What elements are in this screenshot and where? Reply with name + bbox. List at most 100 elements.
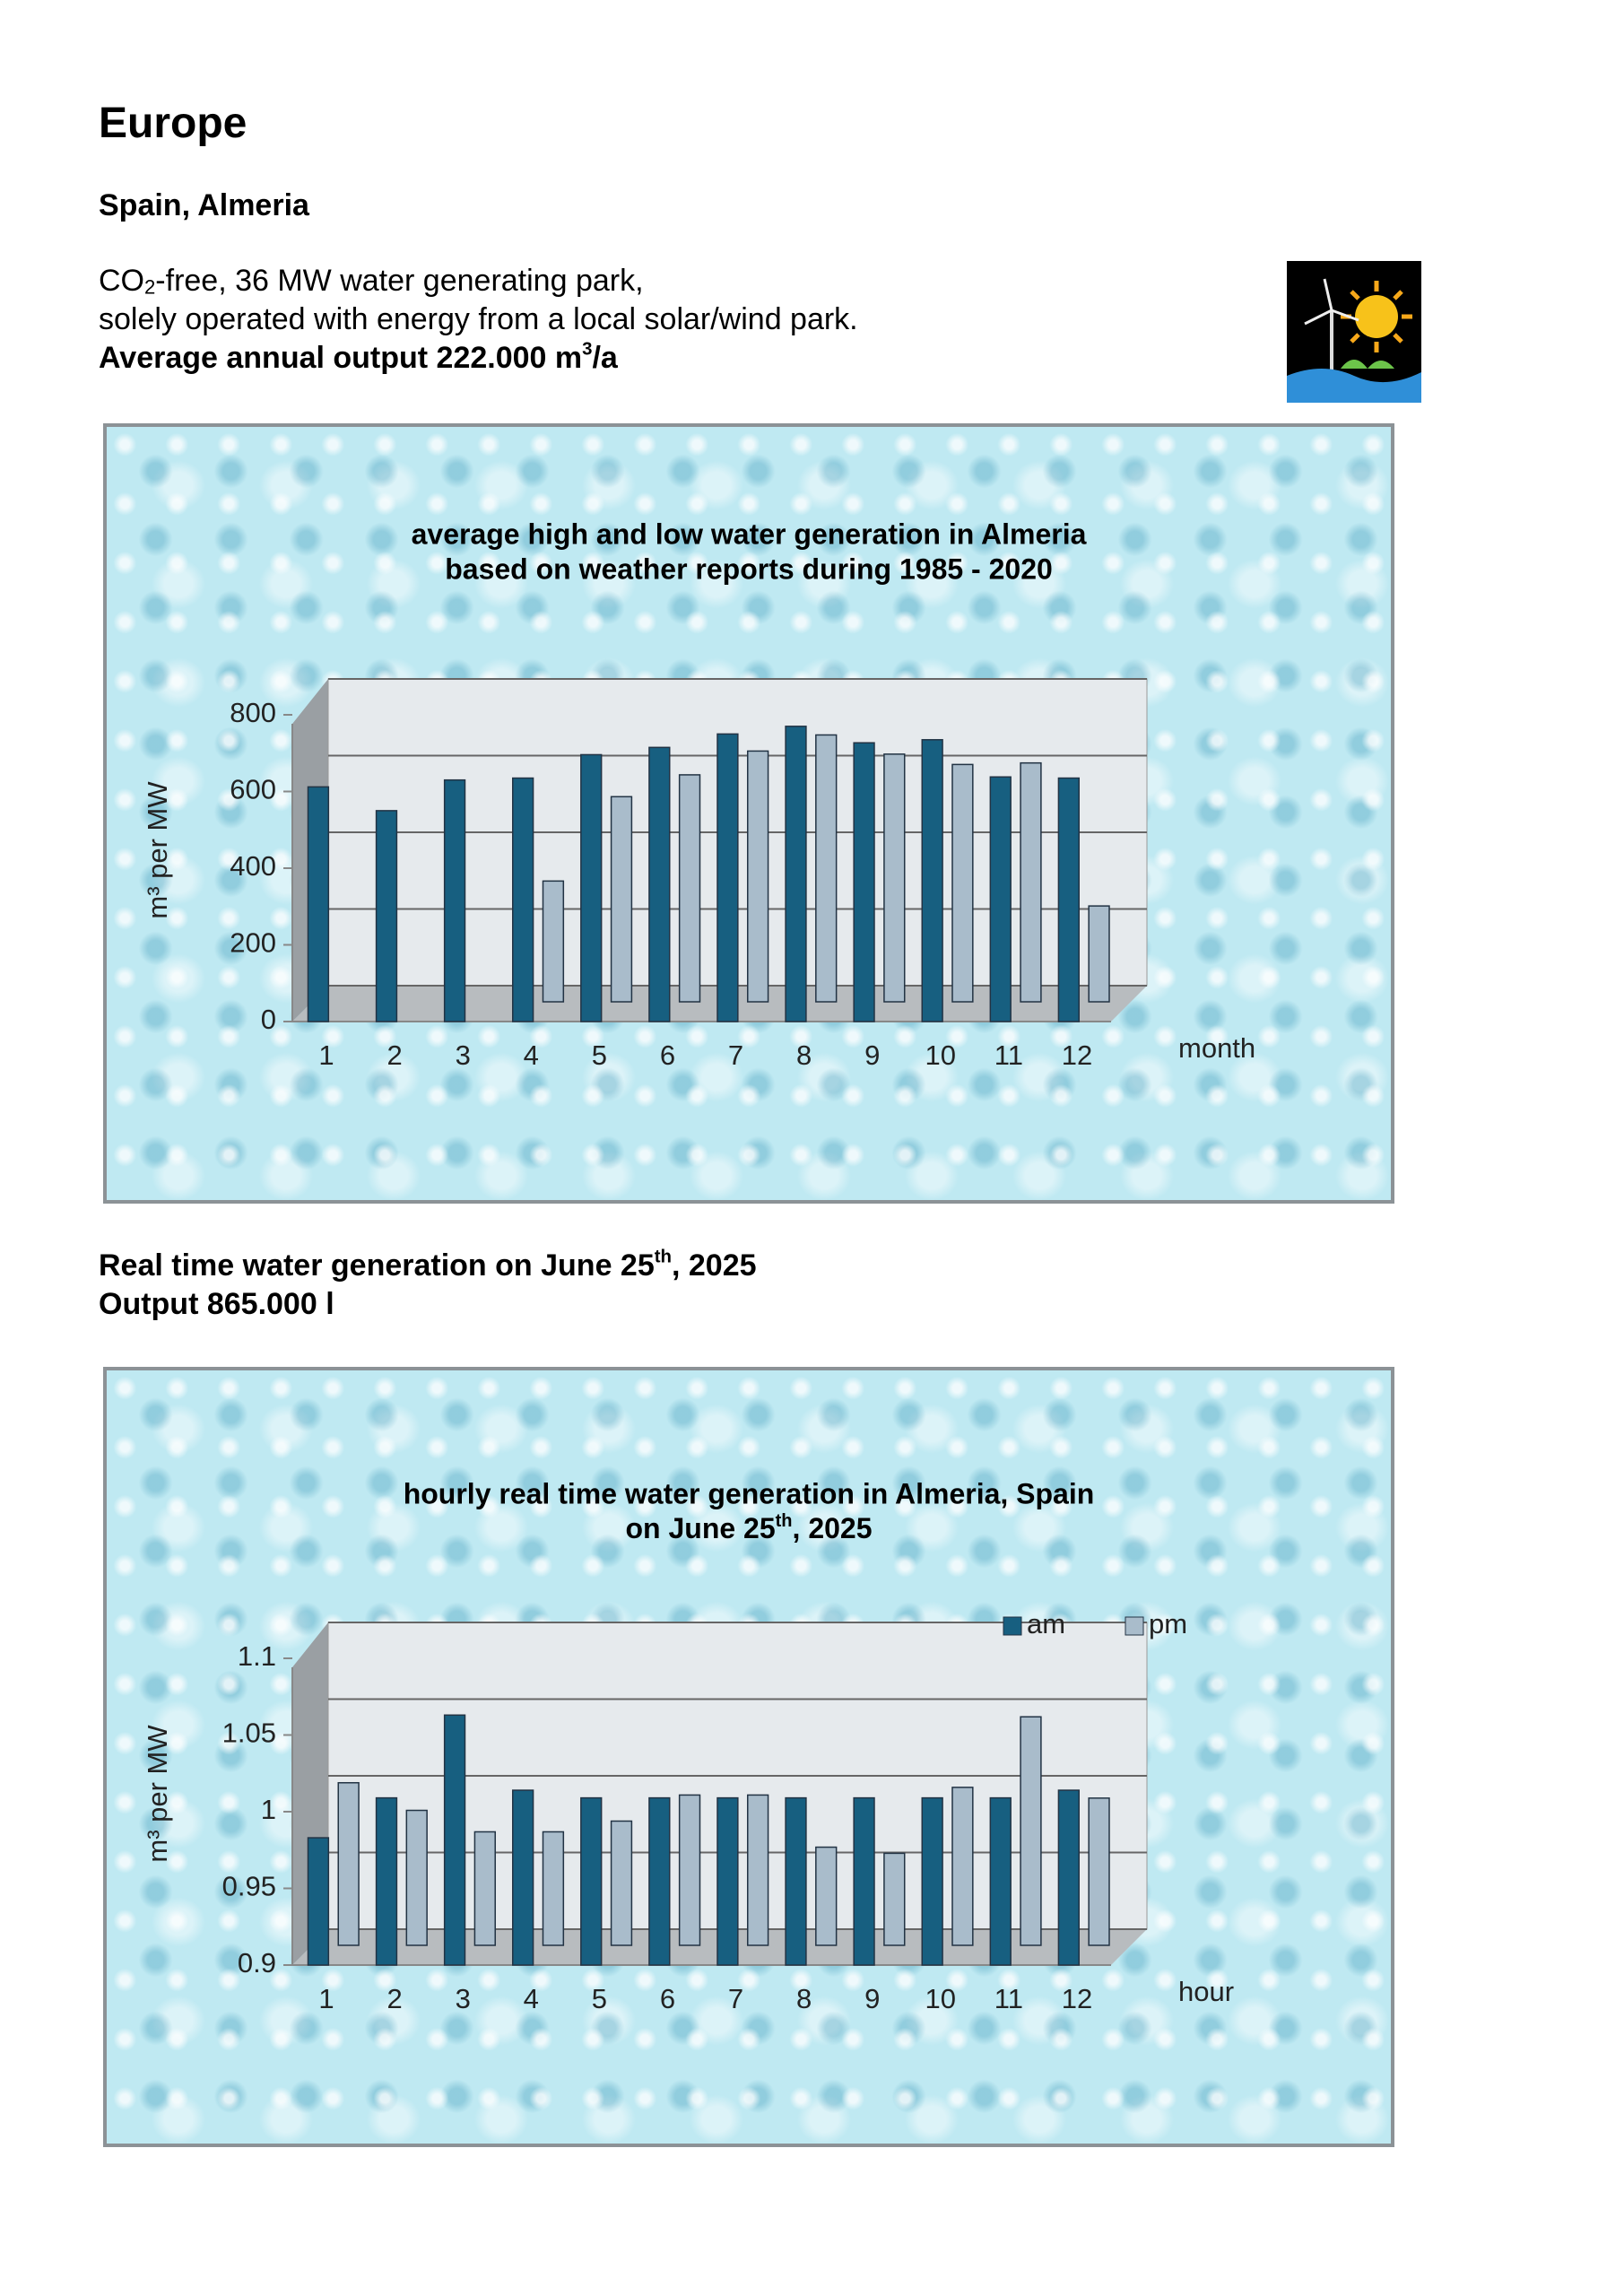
section-subheading: Output 865.000 l <box>99 1287 334 1321</box>
bar <box>1020 761 1042 1003</box>
legend-swatch <box>1125 1616 1144 1636</box>
superscript: th <box>654 1247 672 1267</box>
y-tick-label: 0 <box>261 1004 276 1035</box>
bar <box>610 796 633 1003</box>
bar <box>989 776 1012 1022</box>
y-tick-label: 400 <box>230 850 276 882</box>
y-tick-label: 200 <box>230 927 276 959</box>
text: /a <box>592 341 618 375</box>
text: Real time water generation on June 25 <box>99 1248 655 1283</box>
bar <box>511 777 534 1022</box>
y-tick-label: 1.05 <box>222 1718 276 1749</box>
x-tick-label: 2 <box>387 1039 403 1071</box>
bar <box>1020 1716 1042 1946</box>
x-tick-label: 5 <box>592 1039 607 1071</box>
x-tick-label: 8 <box>796 1039 812 1071</box>
text: CO <box>99 264 144 298</box>
bar <box>921 1796 943 1966</box>
x-tick-label: 4 <box>524 1983 539 2014</box>
x-tick-label: 11 <box>994 1983 1023 2014</box>
section-heading: Real time water generation on June 25th,… <box>99 1248 757 1283</box>
bar <box>307 786 330 1022</box>
y-tick-label: 600 <box>230 774 276 805</box>
y-tick-label: 800 <box>230 697 276 728</box>
bar <box>337 1781 360 1946</box>
x-tick-label: 1 <box>318 1983 334 2014</box>
intro-line: Average annual output 222.000 m3/a <box>99 341 618 376</box>
bar <box>648 746 671 1022</box>
y-tick-label: 1.1 <box>238 1640 276 1672</box>
x-tick-label: 12 <box>1062 1039 1092 1071</box>
bar <box>853 1796 875 1966</box>
bar <box>853 742 875 1022</box>
y-axis-label: m³ per MW <box>142 781 173 919</box>
legend-label: pm <box>1149 1608 1187 1639</box>
title-text: , 2025 <box>793 1512 873 1544</box>
x-tick-label: 10 <box>925 1983 956 2014</box>
bar <box>511 1789 534 1966</box>
chart-panel: hourly real time water generation in Alm… <box>103 1367 1394 2147</box>
x-tick-label: 9 <box>864 1983 880 2014</box>
x-tick-label: 8 <box>796 1983 812 2014</box>
chart-title: hourly real time water generation in Alm… <box>404 1477 1095 1509</box>
x-tick-label: 6 <box>660 1983 675 2014</box>
title-text: on June 25 <box>625 1512 775 1544</box>
bar <box>716 1796 739 1966</box>
x-axis-label: hour <box>1178 1976 1234 2007</box>
text: Average annual output 222.000 m <box>99 341 583 375</box>
bar <box>1088 1797 1110 1946</box>
chart-title: based on weather reports during 1985 - 2… <box>445 552 1053 585</box>
text: -free, 36 MW water generating park, <box>155 264 644 298</box>
solar-wind-icon <box>1287 261 1421 403</box>
bar <box>473 1831 496 1946</box>
subheading: Spain, Almeria <box>99 188 309 222</box>
x-tick-label: 9 <box>864 1039 880 1071</box>
bar <box>405 1809 428 1946</box>
x-tick-label: 7 <box>728 1983 743 2014</box>
y-tick-label: 0.9 <box>238 1947 276 1979</box>
title-superscript: th <box>776 1511 793 1531</box>
bar <box>678 774 701 1003</box>
bar <box>580 753 603 1022</box>
bar <box>1057 1789 1080 1966</box>
chart-panel: average high and low water generation in… <box>103 423 1394 1204</box>
x-tick-label: 3 <box>456 1983 471 2014</box>
bar <box>785 1796 807 1966</box>
legend-swatch <box>1003 1616 1022 1636</box>
bar <box>815 734 838 1003</box>
bar <box>716 733 739 1022</box>
bar <box>443 778 466 1022</box>
bar <box>610 1820 633 1946</box>
x-tick-label: 1 <box>318 1039 334 1071</box>
x-axis-label: month <box>1178 1032 1255 1064</box>
intro-line: solely operated with energy from a local… <box>99 302 858 336</box>
bar <box>307 1837 330 1966</box>
text: , 2025 <box>672 1248 757 1283</box>
bar <box>542 1831 565 1946</box>
chart: average high and low water generation in… <box>142 517 1255 1071</box>
x-tick-label: 6 <box>660 1039 675 1071</box>
y-tick-label: 0.95 <box>222 1871 276 1902</box>
x-tick-label: 7 <box>728 1039 743 1071</box>
heading: Europe <box>99 100 248 147</box>
bar <box>883 753 906 1003</box>
bar <box>443 1714 466 1966</box>
bar <box>375 1796 398 1966</box>
bar <box>951 1787 974 1946</box>
x-tick-label: 12 <box>1062 1983 1092 2014</box>
subscript: 2 <box>144 275 156 299</box>
bar <box>785 726 807 1022</box>
chart-title: average high and low water generation in… <box>412 517 1087 550</box>
bar <box>542 880 565 1003</box>
bar <box>951 763 974 1003</box>
bar <box>1057 777 1080 1022</box>
legend-label: am <box>1027 1608 1065 1639</box>
superscript: 3 <box>582 339 593 360</box>
bar <box>746 1794 769 1946</box>
bar <box>1088 905 1110 1003</box>
bar <box>883 1852 906 1946</box>
chart-title: on June 25th, 2025 <box>625 1511 872 1544</box>
x-tick-label: 11 <box>994 1039 1023 1071</box>
x-tick-label: 10 <box>925 1039 956 1071</box>
